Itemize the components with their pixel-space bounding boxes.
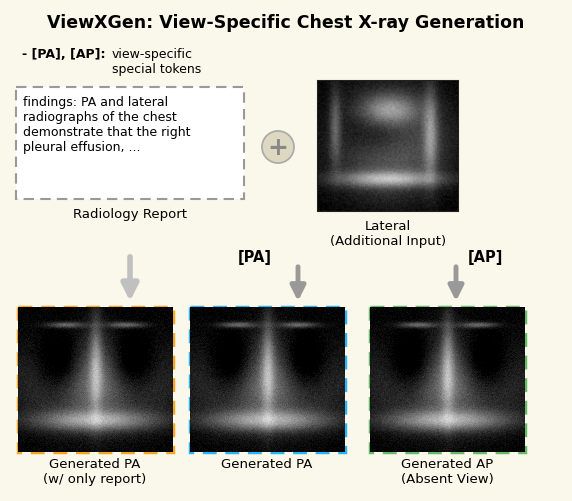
Text: Generated PA: Generated PA (221, 457, 313, 470)
Text: ViewXGen: View-Specific Chest X-ray Generation: ViewXGen: View-Specific Chest X-ray Gene… (47, 14, 525, 32)
Bar (318, 82, 458, 211)
Circle shape (262, 132, 294, 164)
FancyBboxPatch shape (16, 88, 244, 199)
Text: Generated PA
(w/ only report): Generated PA (w/ only report) (43, 457, 146, 485)
Text: [AP]: [AP] (468, 250, 503, 265)
Text: Lateral
(Additional Input): Lateral (Additional Input) (330, 219, 446, 247)
Bar (18, 308, 173, 452)
Bar (370, 308, 525, 452)
Text: - [PA], [AP]:: - [PA], [AP]: (22, 48, 105, 61)
Text: [PA]: [PA] (238, 250, 272, 265)
Text: Radiology Report: Radiology Report (73, 207, 187, 220)
Text: findings: PA and lateral
radiographs of the chest
demonstrate that the right
ple: findings: PA and lateral radiographs of … (23, 96, 190, 154)
Text: Generated AP
(Absent View): Generated AP (Absent View) (400, 457, 494, 485)
FancyBboxPatch shape (0, 22, 572, 501)
Bar (190, 308, 345, 452)
Text: view-specific
special tokens: view-specific special tokens (112, 48, 201, 76)
Text: +: + (268, 136, 288, 160)
